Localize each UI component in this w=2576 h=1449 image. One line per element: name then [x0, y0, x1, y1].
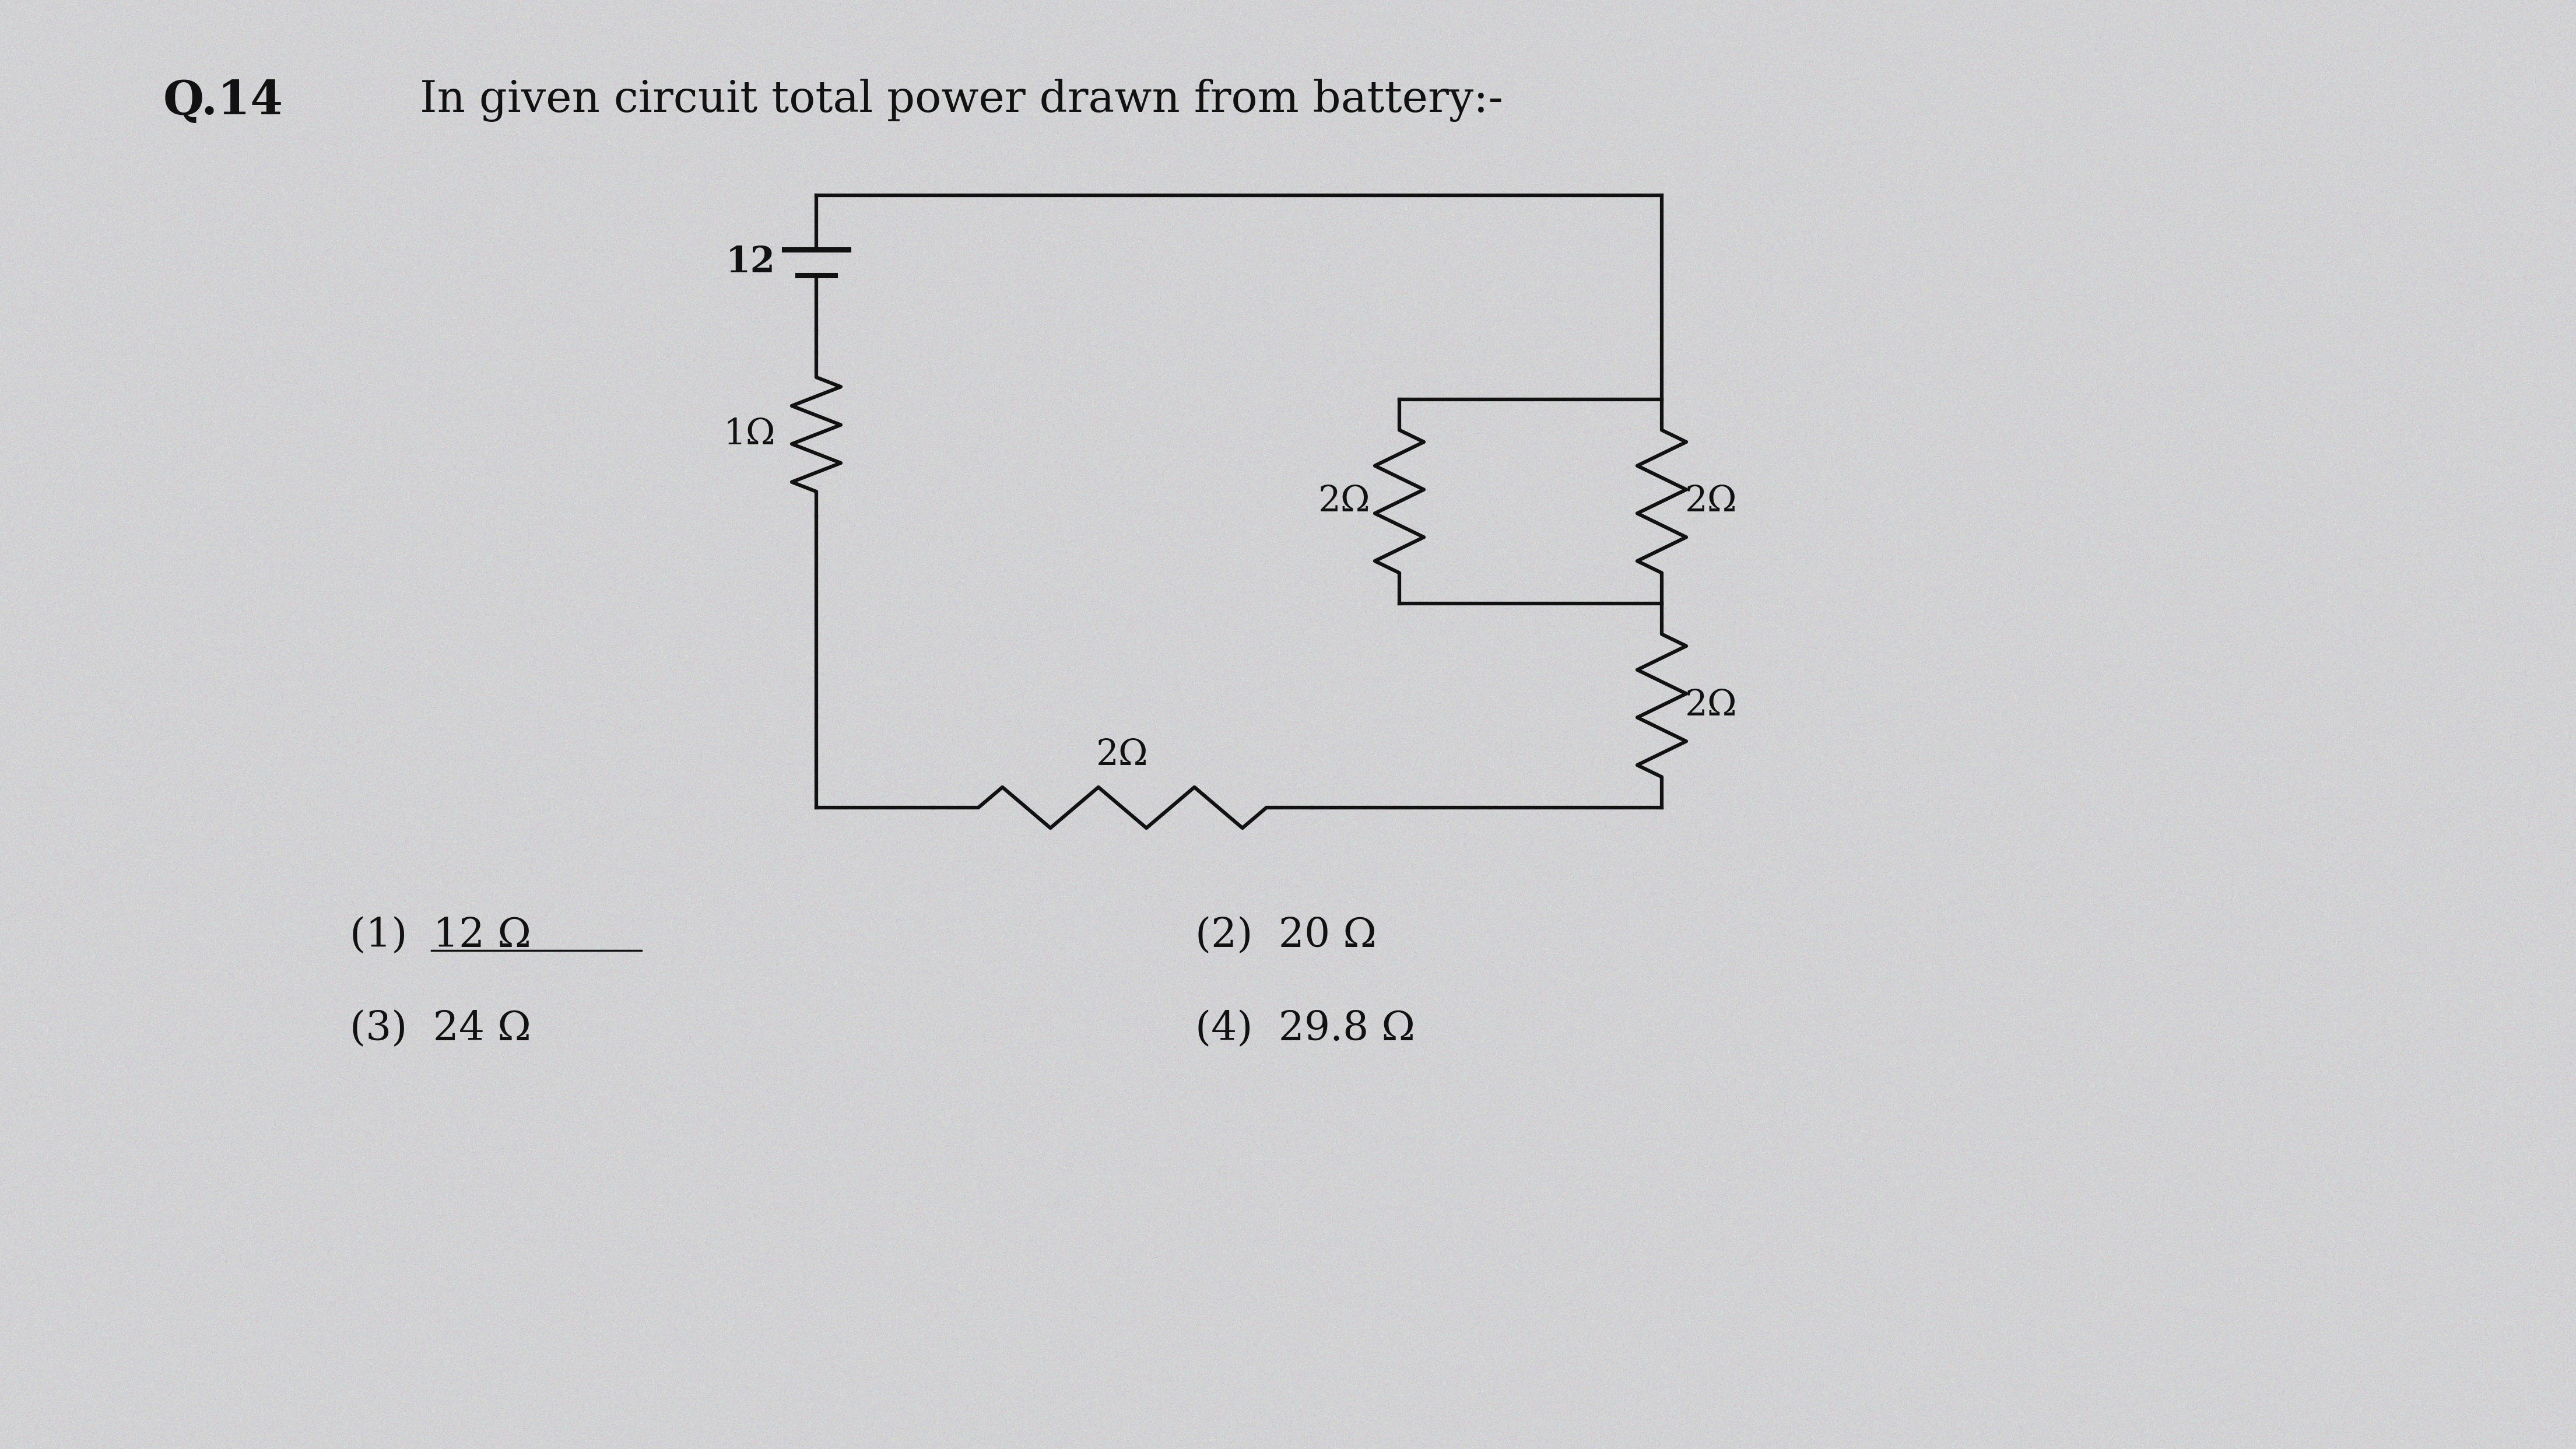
- Text: 2Ω: 2Ω: [1319, 484, 1370, 519]
- Text: 2Ω: 2Ω: [1685, 688, 1736, 723]
- Text: 2Ω: 2Ω: [1685, 484, 1736, 519]
- Text: 12: 12: [726, 245, 775, 280]
- Text: (1)  12 Ω: (1) 12 Ω: [350, 917, 531, 955]
- Text: 2Ω: 2Ω: [1097, 738, 1149, 772]
- Text: In given circuit total power drawn from battery:-: In given circuit total power drawn from …: [420, 78, 1502, 122]
- Text: (3)  24 Ω: (3) 24 Ω: [350, 1010, 531, 1049]
- Text: Q.14: Q.14: [162, 78, 283, 125]
- Text: (2)  20 Ω: (2) 20 Ω: [1195, 917, 1376, 955]
- Text: 1Ω: 1Ω: [724, 417, 775, 452]
- Text: (4)  29.8 Ω: (4) 29.8 Ω: [1195, 1010, 1414, 1049]
